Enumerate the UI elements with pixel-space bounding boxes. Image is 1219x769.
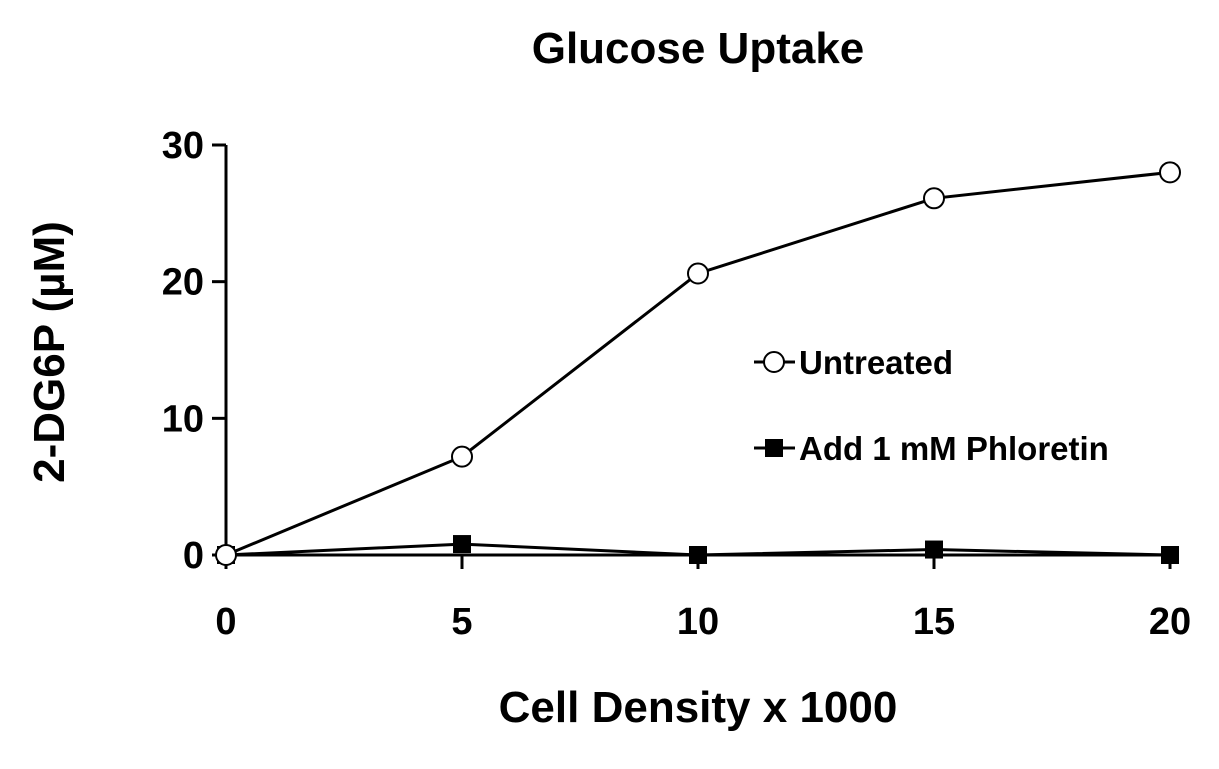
- x-tick-label: 0: [215, 601, 236, 643]
- y-tick-label: 0: [183, 535, 204, 577]
- legend-label-2: Add 1 mM Phloretin: [799, 430, 1109, 467]
- y-tick-label: 30: [162, 125, 204, 167]
- data-point-untreated: [215, 544, 237, 566]
- x-tick-label: 10: [677, 601, 719, 643]
- data-point-phloretin: [1161, 546, 1179, 564]
- x-axis-label: Cell Density x 1000: [499, 683, 898, 732]
- data-point-untreated: [451, 445, 473, 468]
- legend-marker-untreated: [763, 351, 785, 373]
- legend: Untreated Add 1 mM Phloretin: [754, 344, 1109, 467]
- legend-label-1: Untreated: [799, 344, 953, 381]
- data-point-phloretin: [925, 540, 943, 559]
- data-point-phloretin: [453, 535, 471, 554]
- data-point-untreated: [687, 262, 709, 285]
- data-point-untreated: [923, 187, 945, 210]
- series-line-1: [225, 170, 1171, 557]
- x-tick-label: 15: [913, 601, 955, 643]
- series-layer: [215, 161, 1181, 566]
- y-tick-label: 20: [162, 262, 204, 304]
- x-tick-label: 20: [1149, 601, 1191, 643]
- y-axis-label: 2-DG6P (µM): [25, 221, 74, 483]
- data-point-untreated: [1159, 161, 1181, 184]
- y-tick-label: 10: [162, 398, 204, 440]
- x-tick-label: 5: [451, 601, 472, 643]
- legend-marker-phloretin: [765, 439, 783, 457]
- data-point-phloretin: [689, 546, 707, 564]
- axes: 0 10 20 30 0 5 10 15 20: [162, 125, 1191, 643]
- chart-title: Glucose Uptake: [532, 24, 865, 73]
